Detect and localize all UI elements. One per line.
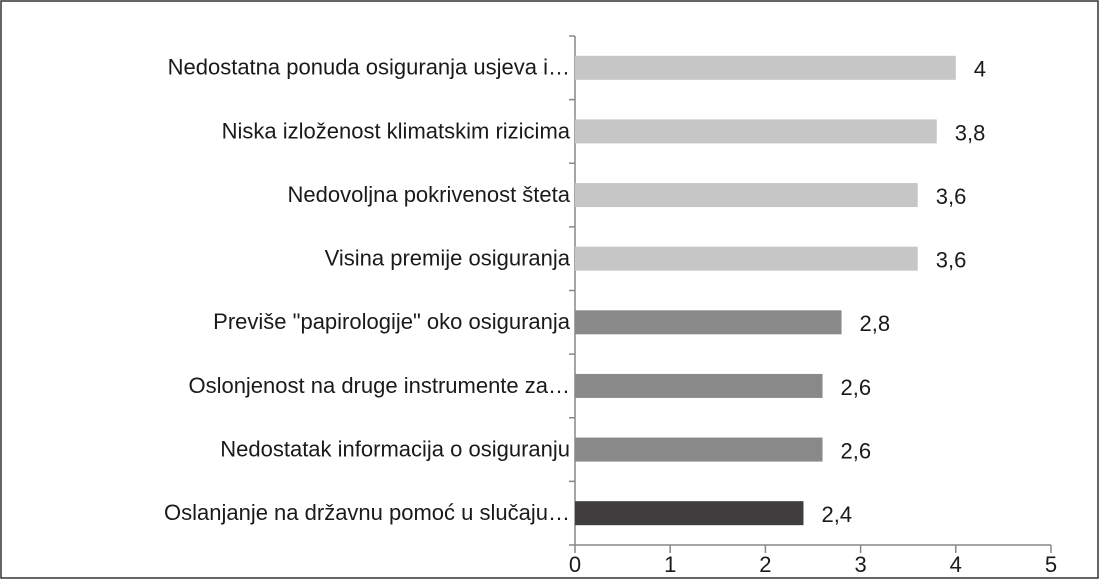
value-label: 2,6 — [841, 438, 872, 463]
y-tick-label: Previše "papirologije" oko osiguranja — [213, 309, 571, 334]
bar — [575, 310, 842, 335]
x-tick-label: 3 — [854, 552, 866, 577]
bar — [575, 373, 823, 398]
x-tick-label: 0 — [569, 552, 581, 577]
value-label: 3,8 — [955, 120, 986, 145]
bar — [575, 55, 956, 80]
value-label: 3,6 — [936, 248, 967, 273]
bar — [575, 119, 937, 144]
y-tick-label: Visina premije osiguranja — [325, 246, 571, 271]
x-tick-label: 5 — [1045, 552, 1057, 577]
x-tick-label: 4 — [950, 552, 962, 577]
value-label: 4 — [974, 57, 986, 82]
y-tick-label: Oslanjanje na državnu pomoć u slučaju… — [164, 500, 570, 525]
x-tick-label: 1 — [664, 552, 676, 577]
y-tick-label: Oslonjenost na druge instrumente za… — [188, 373, 570, 398]
bar — [575, 246, 918, 271]
y-tick-label: Nedostatna ponuda osiguranja usjeva i… — [168, 55, 570, 80]
y-tick-label: Nedostatak informacija o osiguranju — [220, 436, 570, 461]
x-tick-label: 2 — [759, 552, 771, 577]
value-label: 2,6 — [841, 375, 872, 400]
y-tick-label: Nedovoljna pokrivenost šteta — [288, 182, 571, 207]
value-label: 2,4 — [821, 502, 852, 527]
y-tick-label: Niska izloženost klimatskim rizicima — [222, 118, 571, 143]
bar — [575, 501, 804, 526]
value-label: 3,6 — [936, 184, 967, 209]
value-label: 2,8 — [860, 311, 891, 336]
bar — [575, 183, 918, 208]
bar — [575, 437, 823, 462]
